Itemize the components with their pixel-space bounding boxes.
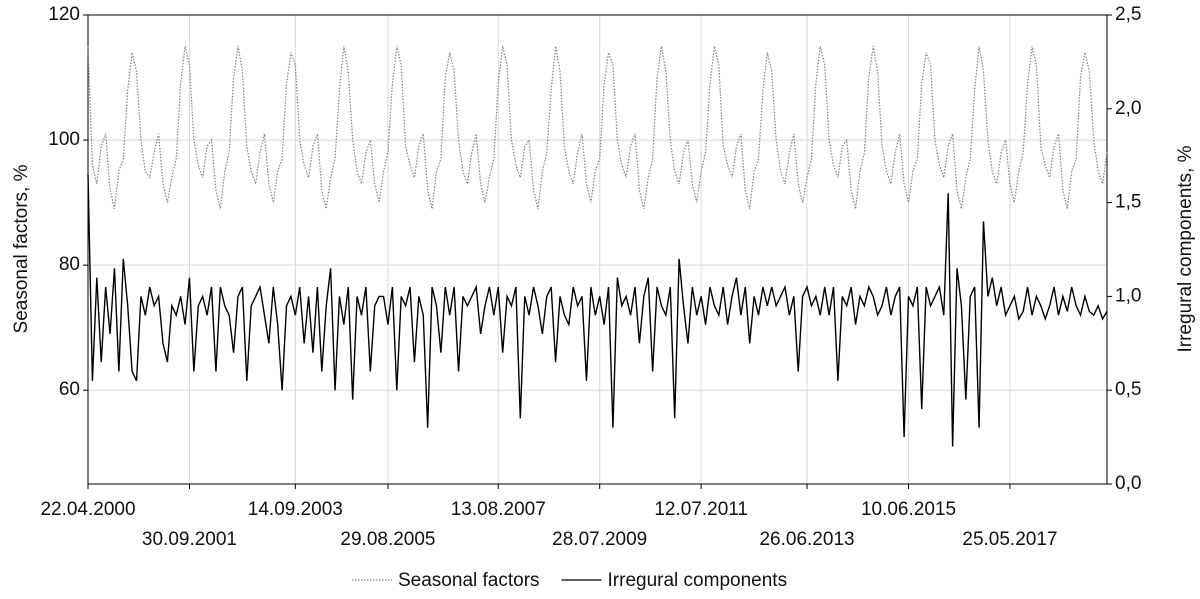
x-tick-label: 22.04.2000 (40, 499, 135, 520)
y2-tick-label: 0,0 (1115, 473, 1141, 494)
y2-tick-label: 2,0 (1115, 98, 1141, 119)
y2-axis-label: Irregural components, % (1175, 145, 1196, 352)
y2-tick-label: 0,5 (1115, 379, 1141, 400)
series-line (87, 174, 1108, 447)
y-tick-label: 60 (59, 379, 80, 400)
legend-label: Irregural components (608, 570, 788, 591)
x-tick-label: 30.09.2001 (142, 529, 237, 550)
y2-tick-label: 2,5 (1115, 4, 1141, 25)
x-tick-label: 13.08.2007 (451, 499, 546, 520)
y-tick-label: 120 (48, 4, 80, 25)
plot-frame (87, 14, 1108, 485)
x-tick-label: 29.08.2005 (340, 529, 435, 550)
y-tick-label: 100 (48, 129, 80, 150)
y-axis-label: Seasonal factors, % (11, 164, 32, 333)
y-tick-label: 80 (59, 254, 80, 275)
x-tick-label: 12.07.2011 (654, 499, 748, 520)
x-tick-label: 25.05.2017 (962, 529, 1057, 550)
y2-tick-label: 1,5 (1115, 192, 1141, 213)
x-tick-label: 14.09.2003 (248, 499, 343, 520)
legend-label: Seasonal factors (398, 570, 540, 591)
series-line (87, 46, 1108, 209)
y2-tick-label: 1,0 (1115, 285, 1141, 306)
x-tick-label: 10.06.2015 (861, 499, 956, 520)
x-tick-label: 26.06.2013 (759, 529, 854, 550)
x-tick-label: 28.07.2009 (552, 529, 647, 550)
